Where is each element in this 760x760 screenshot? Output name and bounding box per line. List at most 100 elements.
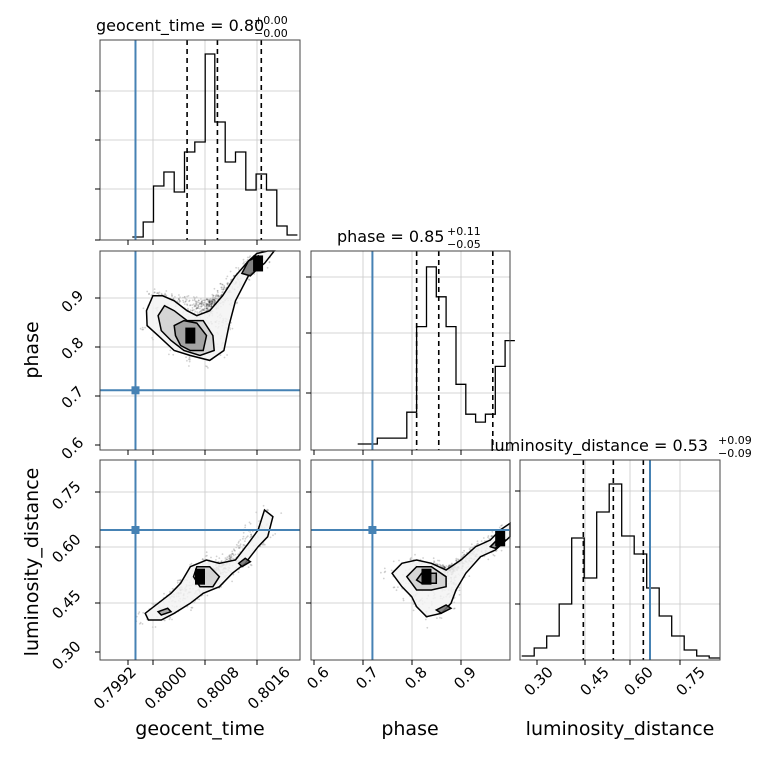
geocent-phase-sample-point	[207, 308, 210, 310]
xlabel-phase: phase	[381, 718, 438, 740]
geocent-phase-sample-point	[146, 290, 149, 293]
geocent-distance-sample-point	[228, 557, 231, 560]
geocent-phase-sample-point	[202, 308, 205, 311]
ytick-distance-2: 0.60	[48, 530, 84, 566]
phase-distance-sample-point	[443, 566, 446, 569]
geocent-phase-sample-point	[164, 292, 167, 295]
geocent-distance-contour-0	[144, 508, 274, 621]
geocent-phase-sample-point	[221, 290, 224, 293]
phase-distance-sample-point	[455, 559, 458, 561]
geocent-distance-sample-point	[190, 606, 193, 609]
phase-distance-sample-point	[492, 554, 495, 556]
geocent-distance-sample-point	[169, 616, 172, 619]
geocent-distance-sample-point	[226, 558, 228, 561]
phase-distance-sample-point	[382, 577, 385, 580]
phase-distance-density-peak-0	[421, 568, 432, 585]
xtick-phase-2: 0.8	[401, 663, 431, 693]
geocent-phase-sample-point	[210, 299, 213, 302]
geocent-phase-sample-point	[163, 294, 166, 296]
phase-distance-sample-point	[448, 564, 451, 567]
geocent-distance-sample-point	[249, 536, 252, 539]
geocent-phase-sample-point	[208, 305, 210, 307]
geocent-phase-sample-point	[212, 299, 214, 301]
xtick-phase-1: 0.7	[352, 663, 382, 693]
geocent-phase-sample-point	[208, 305, 211, 307]
geocent-phase-sample-point	[217, 295, 220, 298]
geocent-phase-sample-point	[208, 302, 211, 305]
geocent-phase-sample-point	[200, 300, 203, 303]
geocent-phase-sample-point	[210, 303, 212, 306]
geocent-phase-sample-point	[206, 365, 208, 368]
phase-distance-sample-point	[487, 535, 490, 537]
geocent-phase-sample-point	[211, 298, 214, 301]
geocent-distance-sample-point	[237, 547, 240, 549]
geocent-phase-sample-point	[169, 349, 172, 352]
geocent-phase-sample-point	[185, 298, 188, 301]
geocent-phase-sample-point	[153, 291, 156, 294]
geocent-phase-sample-point	[188, 357, 191, 360]
geocent-distance-sample-point	[220, 560, 223, 562]
title-phase-sup: +0.11	[447, 225, 481, 238]
phase-distance-sample-point	[455, 559, 458, 562]
geocent-distance-sample-point	[228, 554, 231, 557]
geocent-distance-sample-point	[262, 504, 265, 507]
geocent-phase-sample-point	[201, 301, 203, 304]
geocent-phase-sample-point	[165, 294, 168, 297]
geocent-distance-sample-point	[249, 522, 252, 525]
geocent-phase-sample-point	[156, 292, 159, 294]
geocent-phase-sample-point	[220, 288, 223, 291]
geocent-phase-sample-point	[208, 300, 211, 303]
geocent-phase-sample-point	[209, 301, 211, 303]
geocent-phase-sample-point	[188, 356, 191, 358]
geocent-distance-sample-point	[267, 509, 270, 512]
geocent-distance-sample-point	[237, 545, 240, 547]
geocent-phase-sample-point	[222, 288, 225, 291]
phase-distance-sample-point	[448, 564, 450, 567]
geocent-distance-sample-point	[269, 536, 272, 539]
geocent-phase-sample-point	[160, 292, 163, 295]
phase-hist-histogram-step	[357, 266, 515, 445]
geocent-phase-sample-point	[188, 299, 191, 302]
geocent-phase-sample-point	[200, 300, 203, 303]
phase-distance-sample-point	[383, 567, 386, 570]
geocent-phase-sample-point	[208, 303, 210, 306]
geocent-phase-sample-point	[207, 306, 210, 308]
geocent-distance-sample-point	[142, 611, 145, 614]
geocent-distance-sample-point	[190, 562, 193, 565]
geocent-distance-sample-point	[262, 542, 265, 545]
geocent-phase-sample-point	[207, 301, 210, 304]
geocent-phase-sample-point	[208, 302, 211, 304]
geocent-phase-sample-point	[195, 296, 198, 298]
title-luminosity-distance: luminosity_distance = 0.53 +0.09 −0.09	[490, 434, 752, 460]
phase-distance-sample-point	[438, 559, 441, 562]
geocent-phase-sample-point	[205, 307, 208, 310]
geocent-phase-sample-point	[219, 295, 221, 298]
geocent-phase-sample-point	[220, 286, 223, 289]
geocent-phase-sample-point	[158, 293, 160, 296]
geocent-distance-sample-point	[220, 586, 223, 588]
geocent-phase-sample-point	[215, 295, 218, 298]
phase-distance-sample-point	[442, 564, 445, 567]
phase-distance-sample-point	[395, 589, 398, 592]
geocent-phase-sample-point	[210, 302, 213, 305]
geocent-phase-sample-point	[201, 305, 204, 307]
xtick-geocent-1: 0.8000	[141, 663, 191, 713]
geocent-phase-sample-point	[178, 299, 181, 302]
geocent-phase-sample-point	[186, 295, 189, 298]
phase-distance-sample-point	[488, 537, 491, 540]
geocent-phase-sample-point	[188, 360, 191, 363]
geocent-phase-sample-point	[214, 295, 217, 297]
geocent-phase-sample-point	[195, 303, 198, 306]
geocent-phase-sample-point	[195, 302, 198, 305]
geocent-distance-sample-point	[229, 557, 232, 560]
geocent-phase-sample-point	[187, 358, 190, 361]
geocent-distance-sample-point	[258, 520, 260, 522]
phase-distance-sample-point	[422, 557, 424, 559]
title-phase-sub: −0.05	[447, 238, 481, 251]
geocent-phase-sample-point	[249, 255, 252, 258]
data-layer	[100, 40, 720, 660]
geocent-distance-density-peak-0	[195, 568, 205, 585]
geocent-distance-sample-point	[198, 598, 201, 601]
geocent-distance-sample-point	[206, 554, 208, 557]
geocent-phase-sample-point	[168, 353, 170, 356]
